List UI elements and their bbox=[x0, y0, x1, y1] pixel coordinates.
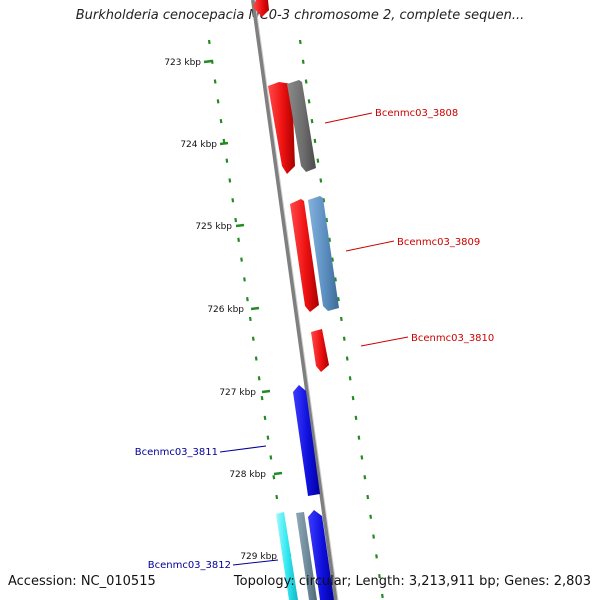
tick-label: 725 kbp bbox=[195, 222, 232, 232]
gene-feature-red-a bbox=[268, 82, 295, 174]
gene-feature-red-small bbox=[311, 329, 329, 372]
gene-feature-red-b bbox=[290, 199, 319, 312]
gene-label-3809: Bcenmc03_3809 bbox=[397, 237, 480, 248]
leader-line-3808 bbox=[324, 112, 373, 124]
tick-label: 726 kbp bbox=[207, 305, 244, 315]
tick-mark bbox=[261, 389, 271, 394]
outer-dotted-ring bbox=[298, 39, 385, 600]
gene-feature-blue-b bbox=[308, 510, 334, 600]
gene-label-3810: Bcenmc03_3810 bbox=[411, 333, 494, 344]
gene-feature-top-red bbox=[253, 0, 269, 17]
tick-label: 724 kbp bbox=[180, 140, 217, 150]
tick-mark bbox=[219, 141, 229, 146]
leader-line-3812 bbox=[232, 559, 279, 566]
genome-summary-text: Topology: circular; Length: 3,213,911 bp… bbox=[233, 574, 591, 589]
inner-dotted-ring bbox=[207, 39, 294, 600]
backbone-line bbox=[251, 0, 338, 600]
backbone-highlight bbox=[254, 0, 339, 600]
gene-label-3808: Bcenmc03_3808 bbox=[375, 108, 458, 119]
map-title: Burkholderia cenocepacia MC0-3 chromosom… bbox=[75, 8, 525, 23]
gene-feature-steel-blue bbox=[308, 196, 339, 311]
leader-line-3811 bbox=[219, 445, 267, 453]
leader-line-3810 bbox=[360, 336, 409, 347]
gene-label-3812: Bcenmc03_3812 bbox=[148, 560, 231, 571]
gene-feature-cyan bbox=[276, 512, 298, 600]
tick-label: 723 kbp bbox=[164, 58, 201, 68]
gene-feature-slate bbox=[296, 512, 317, 600]
gene-feature-blue-a bbox=[293, 385, 320, 496]
tick-mark bbox=[250, 306, 260, 311]
tick-label: 728 kbp bbox=[229, 470, 266, 480]
gene-feature-gray bbox=[287, 80, 316, 172]
accession-text: Accession: NC_010515 bbox=[8, 574, 156, 589]
gene-label-3811: Bcenmc03_3811 bbox=[135, 447, 218, 458]
tick-label: 729 kbp bbox=[240, 552, 277, 562]
tick-mark bbox=[235, 223, 245, 228]
tick-mark bbox=[203, 59, 213, 64]
tick-label: 727 kbp bbox=[219, 388, 256, 398]
leader-line-3809 bbox=[345, 240, 395, 252]
tick-mark bbox=[273, 471, 283, 476]
